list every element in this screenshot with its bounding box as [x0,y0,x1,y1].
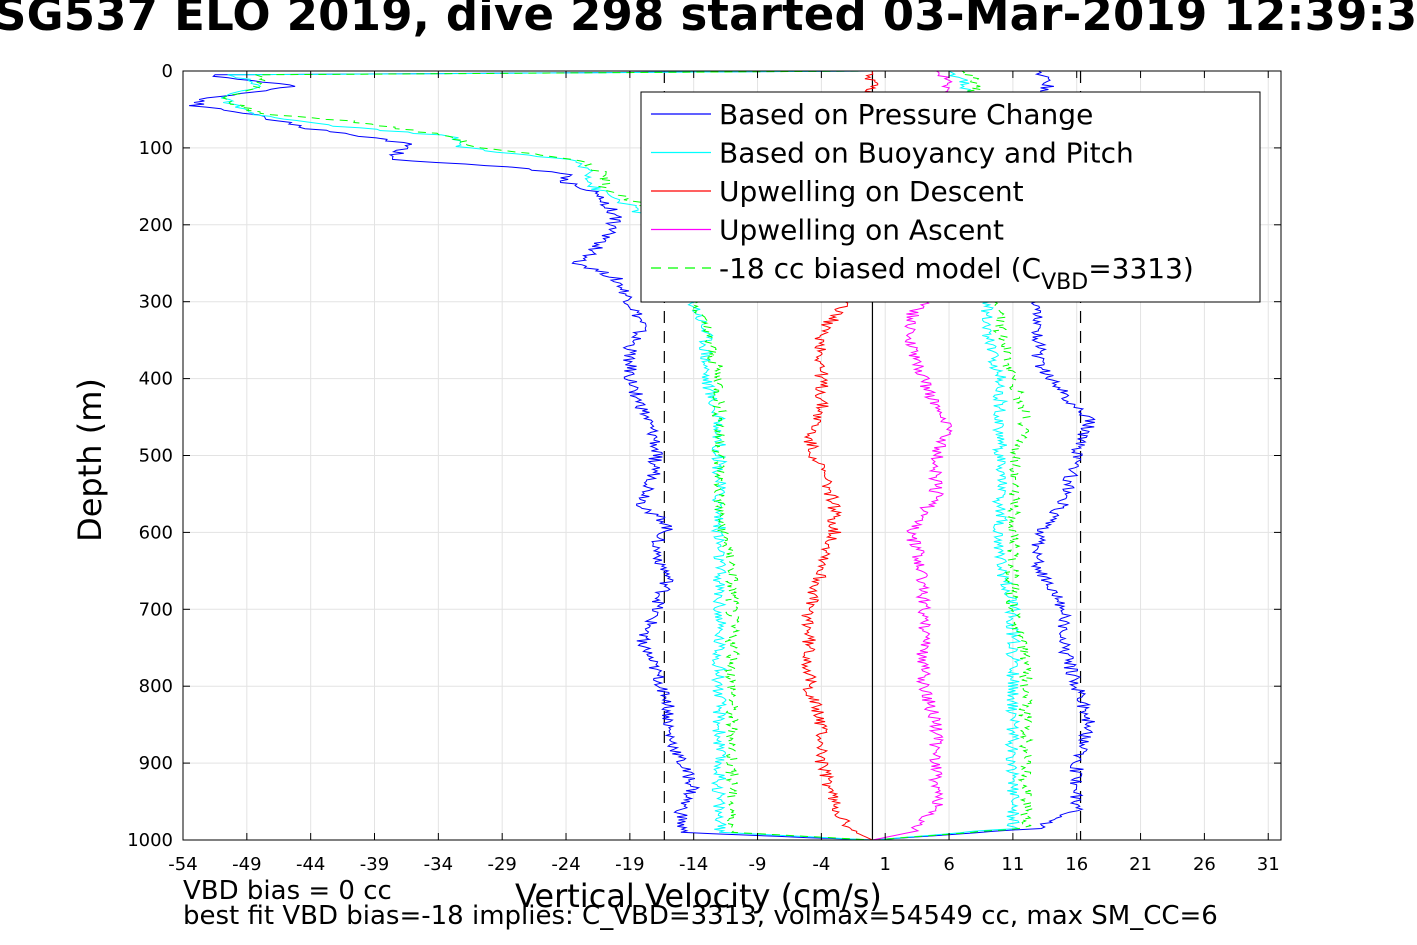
y-tick-label-8: 800 [139,676,173,697]
series-line-0 [189,70,873,841]
x-tick-label-3: -39 [360,854,389,875]
x-tick-label-4: -34 [424,854,453,875]
legend-label-4: -18 cc biased model (CVBD=3313) [719,252,1194,295]
y-tick-label-5: 500 [139,446,173,467]
y-tick-label-0: 0 [162,61,173,82]
x-tick-label-1: -49 [232,854,261,875]
legend-label-0: Based on Pressure Change [719,98,1093,131]
x-tick-label-2: -44 [296,854,325,875]
x-tick-label-11: 1 [879,854,890,875]
x-tick-label-12: 6 [943,854,954,875]
legend: Based on Pressure Change Based on Buoyanc… [640,91,1261,303]
y-tick-label-6: 600 [139,522,173,543]
y-tick-label-2: 200 [139,215,173,236]
footer-line-1: VBD bias = 0 cc [183,876,392,906]
legend-label-2: Upwelling on Descent [719,175,1024,208]
x-tick-label-14: 16 [1065,854,1088,875]
legend-label-3: Upwelling on Ascent [719,214,1004,247]
x-tick-label-10: -4 [812,854,830,875]
x-tick-label-16: 26 [1193,854,1216,875]
footer-line-2: best fit VBD bias=-18 implies: C_VBD=331… [183,901,1218,931]
y-tick-label-3: 300 [139,292,173,313]
y-tick-label-9: 900 [139,753,173,774]
x-axis-label: Vertical Velocity (cm/s) [515,877,882,915]
x-tick-label-13: 11 [1001,854,1024,875]
x-tick-label-0: -54 [168,854,197,875]
x-tick-label-15: 21 [1129,854,1152,875]
y-tick-label-4: 400 [139,369,173,390]
legend-label-1: Based on Buoyancy and Pitch [719,137,1134,170]
x-tick-label-6: -24 [551,854,580,875]
y-tick-label-1: 100 [139,138,173,159]
x-tick-label-9: -9 [749,854,767,875]
ticks: -54 -49 -44 -39 -34 -29 -24 -19 -14 -9 -4 1 6 11 16 21 2… [127,61,1281,875]
y-tick-label-7: 700 [139,599,173,620]
x-tick-label-17: 31 [1257,854,1280,875]
series-line-3 [221,70,873,841]
chart-title: SG537 ELO 2019, dive 298 started 03-Mar-… [0,0,1417,41]
series-line-6 [872,70,1034,841]
x-tick-label-5: -29 [487,854,516,875]
legend-box [640,91,1261,303]
y-tick-label-10: 1000 [127,830,173,851]
y-axis-label: Depth (m) [71,378,109,542]
x-tick-label-7: -19 [615,854,644,875]
x-tick-label-8: -14 [679,854,708,875]
